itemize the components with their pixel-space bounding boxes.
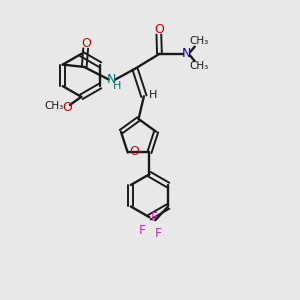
Text: N: N: [107, 73, 116, 86]
Text: F: F: [139, 224, 146, 237]
Text: F: F: [154, 227, 162, 240]
Text: F: F: [151, 211, 158, 224]
Text: O: O: [62, 101, 72, 114]
Text: CH₃: CH₃: [44, 101, 64, 111]
Text: O: O: [129, 145, 139, 158]
Text: H: H: [149, 90, 157, 100]
Text: CH₃: CH₃: [189, 61, 208, 71]
Text: O: O: [81, 37, 91, 50]
Text: N: N: [182, 47, 191, 60]
Text: O: O: [154, 22, 164, 36]
Text: H: H: [112, 81, 121, 91]
Text: CH₃: CH₃: [189, 36, 208, 46]
